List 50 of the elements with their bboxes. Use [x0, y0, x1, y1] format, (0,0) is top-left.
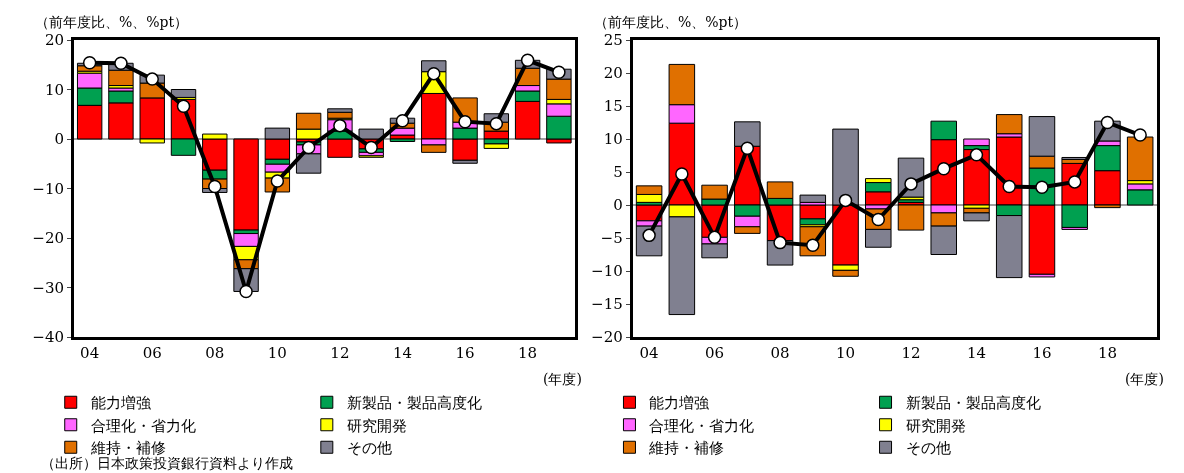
x-axis-title: (年度) [1125, 371, 1164, 387]
y-tick-label: −10 [591, 262, 623, 281]
x-tick-label: 04 [639, 344, 659, 362]
y-tick-label: 20 [603, 64, 623, 83]
legend-label: 合理化・省力化 [649, 416, 755, 435]
legend-label: 維持・補修 [89, 439, 166, 458]
x-tick-label: 10 [267, 344, 287, 362]
x-tick-label: 12 [901, 344, 921, 362]
x-tick-label: 06 [705, 344, 725, 362]
x-tick-label: 08 [205, 344, 225, 362]
legend-label: その他 [346, 439, 392, 458]
x-axis-title: (年度) [543, 371, 582, 387]
y-tick-label: 15 [603, 97, 623, 116]
x-tick-label: 04 [80, 344, 100, 362]
y-tick-label: 10 [44, 80, 65, 99]
x-tick-label: 10 [835, 344, 856, 362]
x-tick-label: 12 [330, 344, 350, 362]
x-tick-label: 08 [770, 344, 790, 362]
y-tick-label: 10 [603, 130, 623, 149]
y-tick-label: 0 [54, 130, 65, 149]
x-tick-label: 18 [518, 344, 538, 362]
legend-label: 能力増強 [90, 394, 151, 413]
x-tick-label: 14 [966, 344, 987, 362]
legend-label: 能力増強 [649, 394, 710, 413]
y-tick-label: 5 [613, 163, 623, 182]
y-tick-label: 20 [44, 31, 65, 50]
x-tick-label: 06 [142, 344, 162, 362]
x-tick-label: 16 [455, 344, 475, 362]
y-tick-label: −30 [32, 278, 65, 297]
y-tick-label: −5 [600, 229, 623, 248]
legend-label: 新製品・製品高度化 [346, 394, 482, 413]
legend-label: 研究開発 [905, 416, 966, 435]
y-tick-label: −20 [32, 229, 65, 248]
legend-label: 合理化・省力化 [90, 416, 196, 435]
x-tick-label: 18 [1097, 344, 1117, 362]
x-tick-label: 16 [1032, 344, 1052, 362]
y-tick-label: 0 [613, 196, 623, 215]
y-tick-label: −15 [591, 295, 623, 314]
y-tick-label: −20 [591, 328, 623, 347]
y-tick-label: −10 [32, 179, 65, 198]
text: （出所）日本政策投資銀行資料より作成 [41, 455, 293, 471]
x-tick-label: 14 [392, 344, 413, 362]
legend-label: 研究開発 [346, 416, 407, 435]
legend-label: その他 [905, 439, 951, 458]
y-axis-title: （前年度比、%、%pt） [35, 14, 189, 30]
y-tick-label: −40 [32, 328, 65, 347]
y-tick-label: 25 [603, 31, 623, 50]
legend-label: 新製品・製品高度化 [905, 394, 1041, 413]
y-axis-title: （前年度比、%、%pt） [594, 14, 748, 30]
legend-label: 維持・補修 [648, 439, 725, 458]
